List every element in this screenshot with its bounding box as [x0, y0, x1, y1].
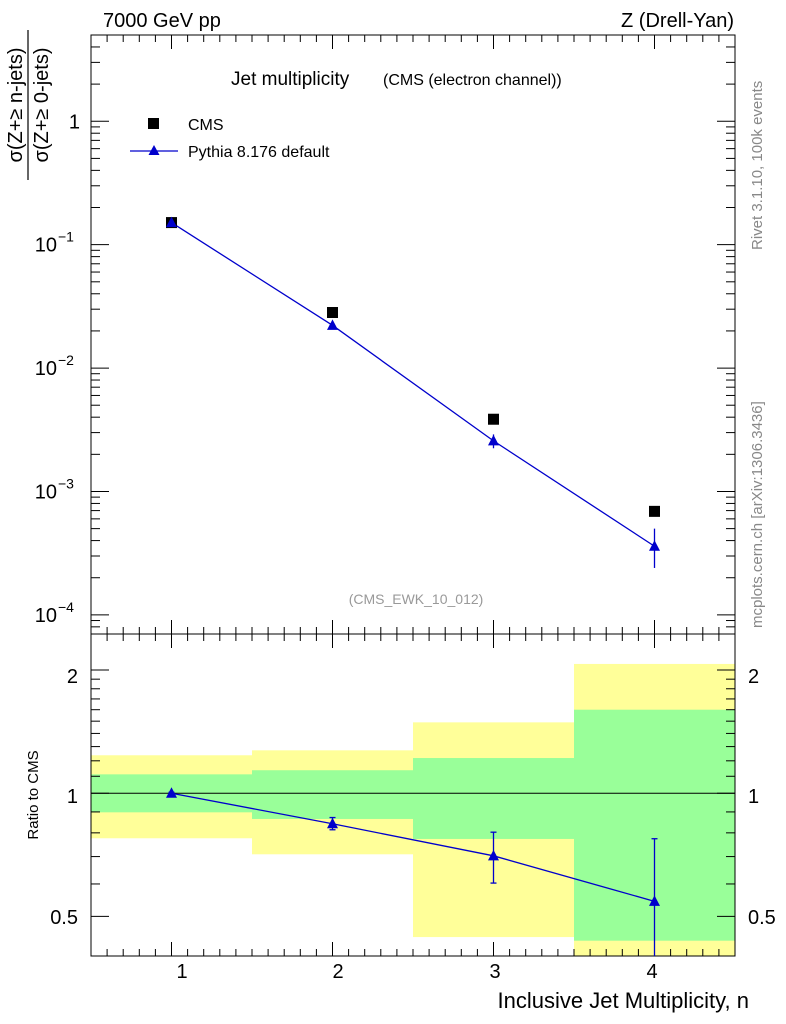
main-y-tick-label: 10 — [35, 605, 57, 627]
header-left: 7000 GeV pp — [103, 10, 221, 32]
main-y-tick-exponent: −2 — [58, 352, 74, 368]
main-y-label: σ(Z+≥ n-jets) σ(Z+≥ 0-jets) — [5, 30, 53, 180]
main-axis-ticks — [91, 34, 735, 635]
legend-data-label: CMS — [188, 117, 224, 134]
mc-data-point — [166, 216, 177, 228]
main-y-tick-label: 1 — [69, 111, 80, 133]
ratio-data-point — [488, 849, 499, 861]
y-label-numerator: σ(Z+≥ n-jets) — [5, 48, 27, 163]
main-y-tick-exponent: −3 — [58, 475, 74, 491]
main-y-tick-label: 10 — [35, 481, 57, 503]
mc-line — [171, 222, 655, 547]
cms-data-point — [327, 307, 338, 319]
ratio-bands — [91, 663, 735, 956]
main-title: Jet multiplicity — [231, 69, 350, 90]
cms-data-point — [488, 413, 499, 425]
main-panel: 110−110−210−310−4 Jet multiplicity (CMS … — [35, 34, 736, 635]
ratio-data-point — [166, 787, 177, 798]
rivet-label: Rivet 3.1.10, 100k events — [749, 81, 766, 250]
source-label: mcplots.cern.ch [arXiv:1306.3436] — [749, 401, 766, 628]
main-series — [166, 216, 660, 568]
ratio-left-tick-0.5: 0.5 — [50, 907, 78, 929]
x-tick-label-1: 1 — [176, 961, 187, 983]
legend-mc-label: Pythia 8.176 default — [188, 144, 330, 161]
ratio-left-tick-2: 2 — [67, 666, 78, 688]
ratio-data-point — [327, 817, 338, 829]
ratio-series — [166, 787, 660, 956]
ratio-y-label: Ratio to CMS — [25, 750, 42, 839]
ratio-panel: 2 1 0.5 2 1 0.5 Ratio to CMS 1 2 3 4 Inc… — [25, 633, 776, 1013]
ratio-data-point — [649, 895, 660, 906]
ratio-right-tick-2: 2 — [748, 666, 759, 688]
main-y-tick-exponent: −1 — [58, 229, 74, 245]
analysis-tag: (CMS_EWK_10_012) — [349, 591, 484, 607]
ratio-axis-ticks — [91, 634, 735, 957]
main-y-tick-labels: 110−110−210−310−4 — [35, 111, 80, 627]
ratio-band-inner — [413, 758, 574, 839]
main-y-tick-label: 10 — [35, 235, 57, 257]
ratio-left-tick-1: 1 — [67, 786, 78, 808]
y-label-denominator: σ(Z+≥ 0-jets) — [31, 48, 53, 163]
legend: CMS Pythia 8.176 default — [130, 117, 330, 161]
mc-data-point — [488, 434, 499, 446]
x-tick-label-2: 2 — [332, 961, 343, 983]
x-tick-label-3: 3 — [489, 961, 500, 983]
header-right: Z (Drell-Yan) — [621, 10, 734, 32]
ratio-band-inner — [252, 770, 413, 819]
ratio-line — [171, 792, 655, 902]
x-axis-label: Inclusive Jet Multiplicity, n — [498, 988, 749, 1013]
mc-data-point — [327, 319, 338, 330]
main-y-tick-exponent: −4 — [58, 599, 74, 615]
main-y-tick-label: 10 — [35, 358, 57, 380]
x-tick-label-4: 4 — [646, 961, 657, 983]
mc-data-point — [649, 540, 660, 551]
legend-mc-marker — [148, 145, 160, 155]
main-subtitle: (CMS (electron channel)) — [383, 72, 562, 89]
cms-data-point — [649, 505, 660, 517]
ratio-right-tick-1: 1 — [748, 786, 759, 808]
ratio-right-tick-0.5: 0.5 — [748, 907, 776, 929]
legend-data-marker — [148, 118, 159, 129]
